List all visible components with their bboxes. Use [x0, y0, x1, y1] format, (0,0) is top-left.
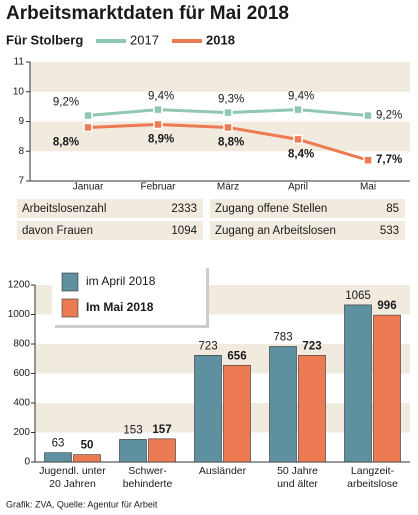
value-label: 9,4%: [288, 91, 314, 103]
y-tick-label: 10: [13, 86, 25, 97]
point: [223, 107, 233, 118]
value-label: 8,8%: [218, 136, 244, 148]
point: [153, 104, 163, 115]
legend-label: Im Mai 2018: [86, 300, 154, 314]
y-tick-label: 7: [18, 176, 24, 187]
stat-row: [210, 199, 405, 218]
legend-label: 2017: [130, 32, 159, 47]
x-tick-label: Januar: [73, 182, 104, 193]
bar: [73, 454, 101, 463]
stat-value: 1094: [171, 225, 197, 237]
value-label: 157: [152, 424, 171, 436]
y-tick-label: 600: [13, 368, 30, 379]
bar: [298, 355, 326, 463]
value-label: 9,3%: [218, 94, 244, 106]
y-tick-label: 200: [13, 427, 30, 438]
x-tick-label: Jugendl. unter 20 Jahren: [39, 465, 106, 490]
stat-label: Zugang offene Stellen: [215, 203, 327, 215]
value-label: 50: [81, 440, 94, 452]
value-label: 9,2%: [376, 110, 402, 122]
y-tick-label: 400: [13, 398, 30, 409]
grid-band: [30, 62, 410, 92]
y-tick-label: 8: [18, 146, 24, 157]
bar: [119, 439, 147, 463]
bar: [194, 355, 222, 463]
value-label: 7,7%: [376, 154, 402, 166]
stat-label: Arbeitslosenzahl: [22, 203, 106, 215]
point: [83, 110, 93, 121]
x-tick-label: April: [288, 182, 308, 193]
y-tick-label: 11: [14, 57, 25, 68]
point: [153, 119, 163, 130]
value-label: 783: [273, 332, 292, 344]
x-tick-label: 50 Jahre und älter: [277, 465, 318, 490]
value-label: 996: [377, 300, 396, 312]
point: [363, 155, 373, 165]
bar: [223, 364, 251, 463]
bar: [269, 346, 297, 463]
bar: [373, 314, 401, 463]
value-label: 63: [52, 438, 65, 450]
value-label: 656: [227, 350, 246, 362]
stat-value: 533: [380, 225, 399, 237]
point: [293, 134, 303, 145]
point: [223, 122, 233, 133]
legend-label: im April 2018: [86, 274, 156, 288]
value-label: 9,2%: [53, 97, 79, 109]
x-tick-label: März: [217, 182, 239, 193]
stat-label: davon Frauen: [22, 225, 93, 237]
y-tick-label: 1000: [8, 309, 31, 320]
legend-swatch: [61, 272, 79, 292]
y-tick-label: 9: [18, 116, 24, 127]
value-label: 9,4%: [148, 91, 174, 103]
source: Grafik: ZVA, Quelle: Agentur für Arbeit: [6, 499, 158, 509]
chart-subtitle: Für Stolberg: [6, 32, 83, 47]
x-tick-label: Mai: [360, 182, 376, 193]
stat-row: [17, 199, 203, 218]
point: [363, 110, 373, 121]
stat-value: 85: [386, 203, 399, 215]
bar: [344, 304, 372, 463]
value-label: 153: [123, 424, 142, 436]
page-title: Arbeitsmarktdaten für Mai 2018: [6, 3, 289, 24]
value-label: 1065: [345, 290, 371, 302]
stat-row: [210, 221, 405, 240]
stat-row: [17, 221, 203, 240]
y-tick-label: 800: [13, 339, 30, 350]
y-tick-label: 0: [24, 457, 30, 468]
stat-value: 2333: [171, 203, 197, 215]
legend-swatch: [61, 298, 79, 318]
point: [83, 122, 93, 133]
value-label: 723: [198, 340, 217, 352]
x-tick-label: Februar: [140, 182, 176, 193]
bar: [148, 438, 176, 463]
value-label: 8,9%: [148, 134, 174, 146]
value-label: 8,4%: [288, 148, 314, 160]
x-tick-label: Ausländer: [199, 465, 247, 477]
y-tick-label: 1200: [8, 280, 31, 291]
bar: [44, 452, 72, 463]
point: [293, 104, 303, 115]
x-tick-label: Langzeit-arbeitslose: [347, 465, 398, 490]
value-label: 723: [302, 340, 321, 352]
x-tick-label: Schwer-behinderte: [123, 465, 173, 490]
stat-label: Zugang an Arbeitslosen: [215, 225, 336, 237]
legend-label: 2018: [206, 32, 235, 47]
value-label: 8,8%: [53, 136, 79, 148]
